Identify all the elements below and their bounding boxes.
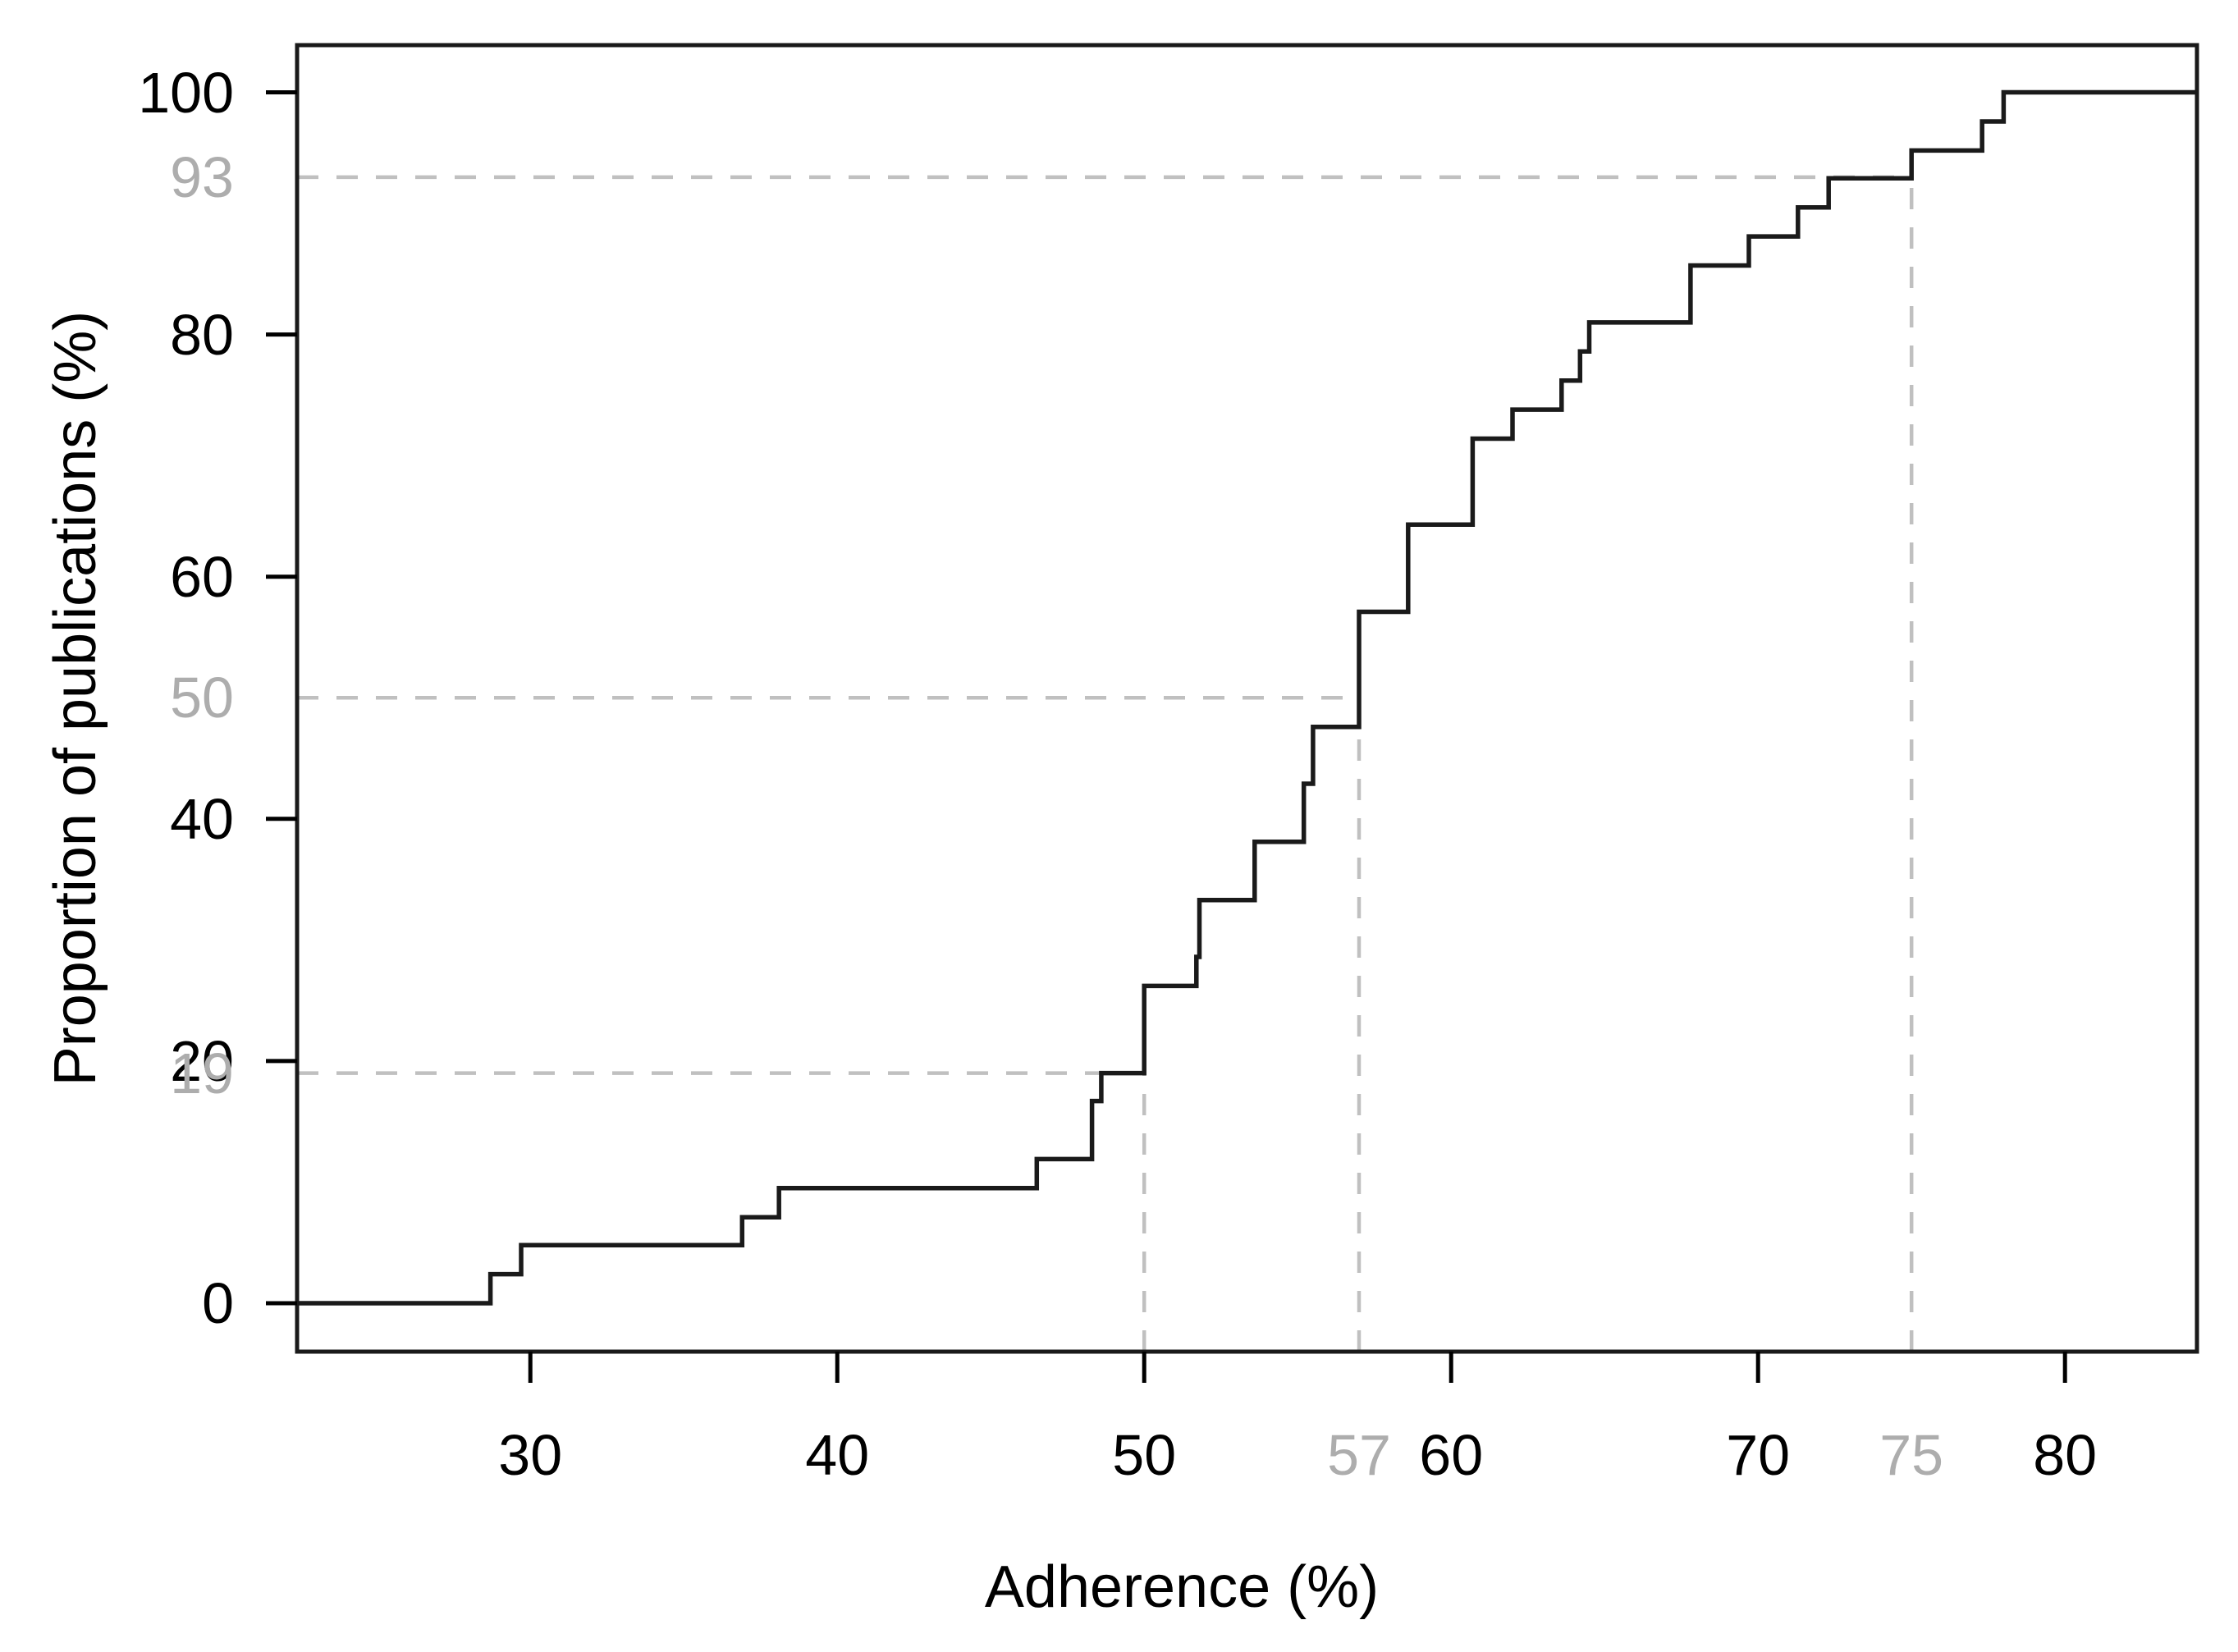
guide-y-label: 19 xyxy=(170,1041,234,1105)
x-tick-label: 70 xyxy=(1726,1423,1791,1487)
y-tick-label: 0 xyxy=(202,1270,234,1335)
plot-box xyxy=(295,43,2199,1354)
y-tick-label: 20 xyxy=(170,1028,234,1093)
ecdf-curve xyxy=(297,89,2197,1306)
guide-x-label: 57 xyxy=(1327,1423,1391,1487)
x-tick-label: 50 xyxy=(1112,1423,1177,1487)
guide-y-label: 50 xyxy=(170,666,234,730)
x-tick-label: 60 xyxy=(1419,1423,1484,1487)
y-tick-label: 60 xyxy=(170,544,234,609)
guide-y-label: 93 xyxy=(170,144,234,209)
y-tick-label: 100 xyxy=(138,60,234,125)
x-tick-label: 30 xyxy=(498,1423,563,1487)
x-tick-label: 80 xyxy=(2033,1423,2098,1487)
guide-x-label: 75 xyxy=(1879,1423,1944,1487)
x-tick-label: 40 xyxy=(805,1423,870,1487)
x-axis-title: Adherence (%) xyxy=(984,1554,1380,1620)
y-tick-label: 80 xyxy=(170,302,234,367)
y-tick-label: 40 xyxy=(170,786,234,851)
y-axis-title: Proportion of publications (%) xyxy=(43,310,108,1087)
